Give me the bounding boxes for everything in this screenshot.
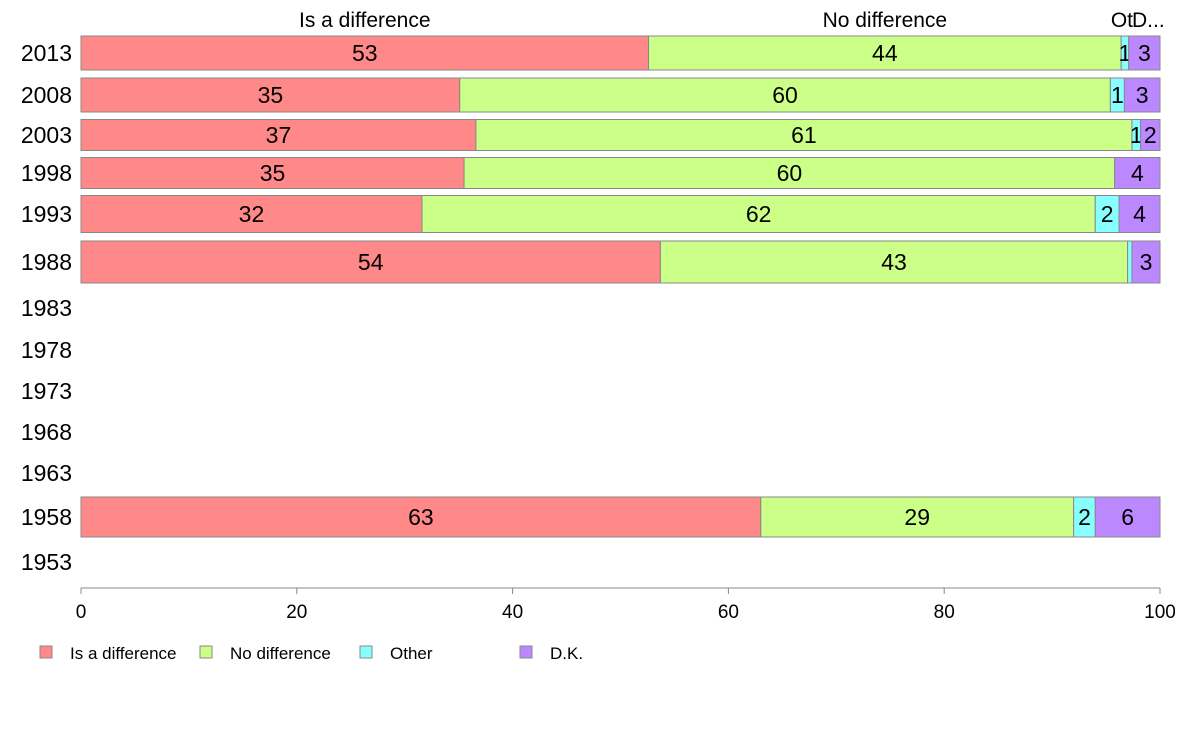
category-label-1958: 1958 (21, 504, 72, 530)
column-headers: Is a difference No difference Ot D... (299, 9, 1165, 32)
bar-2003-is-a-difference[interactable] (80, 119, 477, 151)
x-axis: 0 20 40 60 80 100 (76, 587, 1176, 623)
data-label-2013-is-a-difference: 53 (352, 40, 378, 66)
legend: Is a difference No difference Other D.K. (39, 644, 583, 663)
bar-1988-other[interactable] (1127, 240, 1133, 284)
data-label-2008-is-a-difference: 35 (258, 82, 284, 108)
bar-2003-no-difference[interactable] (475, 119, 1133, 151)
data-label-2003-is-a-difference: 37 (266, 122, 292, 148)
category-label-1978: 1978 (21, 337, 72, 363)
data-label-1993-d-k: 4 (1133, 201, 1146, 227)
bar-2008-no-difference[interactable] (459, 77, 1111, 113)
category-label-1998: 1998 (21, 160, 72, 186)
category-label-1988: 1988 (21, 249, 72, 275)
data-label-2008-no-difference: 60 (772, 82, 798, 108)
x-tick-label-40: 40 (502, 602, 523, 623)
legend-swatch-other (359, 645, 373, 659)
data-label-1998-no-difference: 60 (777, 160, 803, 186)
data-label-1958-no-difference: 29 (904, 504, 930, 530)
category-label-1973: 1973 (21, 378, 72, 404)
bar-1998-d-k[interactable] (1114, 157, 1161, 189)
data-label-1993-is-a-difference: 32 (239, 201, 265, 227)
bar-1993-is-a-difference[interactable] (80, 195, 423, 233)
data-label-2013-no-difference: 44 (872, 40, 898, 66)
x-tick-label-20: 20 (286, 602, 307, 623)
bar-2013-d-k[interactable] (1128, 35, 1161, 71)
data-label-1988-is-a-difference: 54 (358, 249, 384, 275)
legend-label-is-a-difference: Is a difference (70, 644, 176, 663)
bar-2013-is-a-difference[interactable] (80, 35, 650, 71)
category-label-1953: 1953 (21, 549, 72, 575)
x-tick-label-60: 60 (718, 602, 739, 623)
data-label-1988-no-difference: 43 (881, 249, 907, 275)
data-label-2013-other: 1 (1119, 40, 1132, 66)
category-label-1983: 1983 (21, 295, 72, 321)
legend-label-no-difference: No difference (230, 644, 331, 663)
data-label-2003-no-difference: 61 (791, 122, 817, 148)
legend-swatch-is-a-difference (39, 645, 53, 659)
x-tick-label-0: 0 (76, 602, 87, 623)
bar-1993-d-k[interactable] (1118, 195, 1161, 233)
legend-label-d-k: D.K. (550, 644, 583, 663)
bar-1988-is-a-difference[interactable] (80, 240, 661, 284)
bar-1958-no-difference[interactable] (760, 496, 1075, 538)
category-label-2013: 2013 (21, 40, 72, 66)
bars: 53 44 1 335 60 1 337 61 1 235 60 432 62 2 454 43 363 29 2 6 (80, 35, 1161, 538)
category-label-1963: 1963 (21, 460, 72, 486)
bar-2008-is-a-difference[interactable] (80, 77, 461, 113)
data-label-2013-d-k: 3 (1138, 40, 1151, 66)
data-label-2008-other: 1 (1111, 82, 1124, 108)
bar-1998-is-a-difference[interactable] (80, 157, 465, 189)
data-label-1993-other: 2 (1101, 201, 1114, 227)
data-label-1958-d-k: 6 (1121, 504, 1134, 530)
data-label-2003-other: 1 (1130, 122, 1143, 148)
legend-swatch-no-difference (199, 645, 213, 659)
bar-1988-d-k[interactable] (1131, 240, 1161, 284)
bar-1998-no-difference[interactable] (463, 157, 1116, 189)
data-label-1958-other: 2 (1078, 504, 1091, 530)
x-tick-label-80: 80 (934, 602, 955, 623)
bar-2013-no-difference[interactable] (648, 35, 1122, 71)
category-label-2008: 2008 (21, 82, 72, 108)
legend-swatch-d-k (519, 645, 533, 659)
x-tick-label-100: 100 (1144, 602, 1176, 623)
category-label-1993: 1993 (21, 201, 72, 227)
data-label-1998-d-k: 4 (1131, 160, 1144, 186)
legend-label-other: Other (390, 644, 433, 663)
category-labels: 2013 2008 2003 1998 1993 1988 1983 1978 1973 1968… (21, 40, 72, 575)
category-label-1968: 1968 (21, 419, 72, 445)
data-label-1988-d-k: 3 (1140, 249, 1153, 275)
bar-2008-d-k[interactable] (1123, 77, 1161, 113)
column-header-2: No difference (823, 9, 948, 32)
category-label-2003: 2003 (21, 122, 72, 148)
bar-1958-d-k[interactable] (1094, 496, 1161, 538)
data-label-2003-d-k: 2 (1144, 122, 1157, 148)
data-label-1998-is-a-difference: 35 (260, 160, 286, 186)
column-header-4: D... (1132, 9, 1165, 32)
bar-1958-is-a-difference[interactable] (80, 496, 762, 538)
data-label-1958-is-a-difference: 63 (408, 504, 434, 530)
column-header-1: Is a difference (299, 9, 431, 32)
data-label-2008-d-k: 3 (1136, 82, 1149, 108)
column-header-3: Ot (1111, 9, 1133, 32)
bar-2003-d-k[interactable] (1140, 119, 1161, 151)
data-label-1993-no-difference: 62 (746, 201, 772, 227)
